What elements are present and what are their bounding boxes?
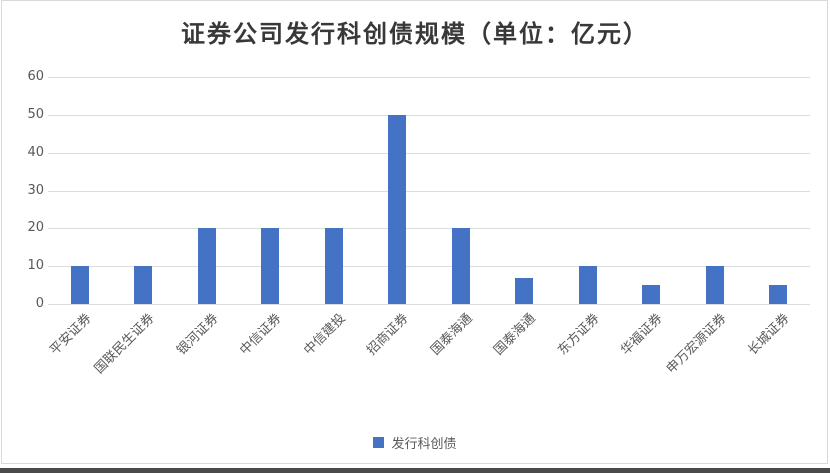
y-tick-label: 10: [27, 258, 44, 273]
gridline-y0: [48, 304, 810, 305]
bar: [388, 115, 406, 304]
legend-series-label: 发行科创债: [391, 437, 457, 452]
bar: [325, 228, 343, 304]
x-category-label: 银河证券: [174, 311, 222, 359]
gridline-y10: [48, 266, 810, 267]
x-category-label: 中信建投: [301, 311, 349, 359]
legend-swatch-icon: [373, 437, 385, 448]
x-category-label: 中信证券: [237, 311, 285, 359]
x-category-label: 长城证券: [745, 311, 793, 359]
y-tick-label: 50: [27, 107, 44, 122]
x-category-label: 国泰海通: [491, 311, 539, 359]
bar: [515, 278, 533, 304]
bar: [452, 228, 470, 304]
y-tick-label: 40: [27, 145, 44, 160]
x-category-label: 东方证券: [555, 311, 603, 359]
x-category-label: 国联民生证券: [91, 311, 158, 377]
bar: [642, 285, 660, 304]
bar: [134, 266, 152, 304]
bar: [261, 228, 279, 304]
bar: [706, 266, 724, 304]
y-tick-label: 60: [27, 69, 44, 84]
x-category-label: 招商证券: [364, 311, 412, 359]
gridline-y50: [48, 115, 810, 116]
y-tick-label: 20: [27, 220, 44, 235]
legend: 发行科创债: [0, 433, 830, 452]
y-tick-label: 0: [35, 296, 44, 311]
x-category-label: 国泰海通: [428, 311, 476, 359]
x-category-label: 华福证券: [618, 311, 666, 359]
bar: [579, 266, 597, 304]
bar: [198, 228, 216, 304]
bar: [769, 285, 787, 304]
bar: [71, 266, 89, 304]
chart-title: 证券公司发行科创债规模（单位：亿元）: [181, 19, 649, 48]
bottom-divider: [0, 468, 830, 473]
gridline-y20: [48, 228, 810, 229]
gridline-y60: [48, 77, 810, 78]
gridline-y30: [48, 191, 810, 192]
x-category-label: 申万宏源证券: [663, 311, 730, 377]
gridline-y40: [48, 153, 810, 154]
y-tick-label: 30: [27, 183, 44, 198]
